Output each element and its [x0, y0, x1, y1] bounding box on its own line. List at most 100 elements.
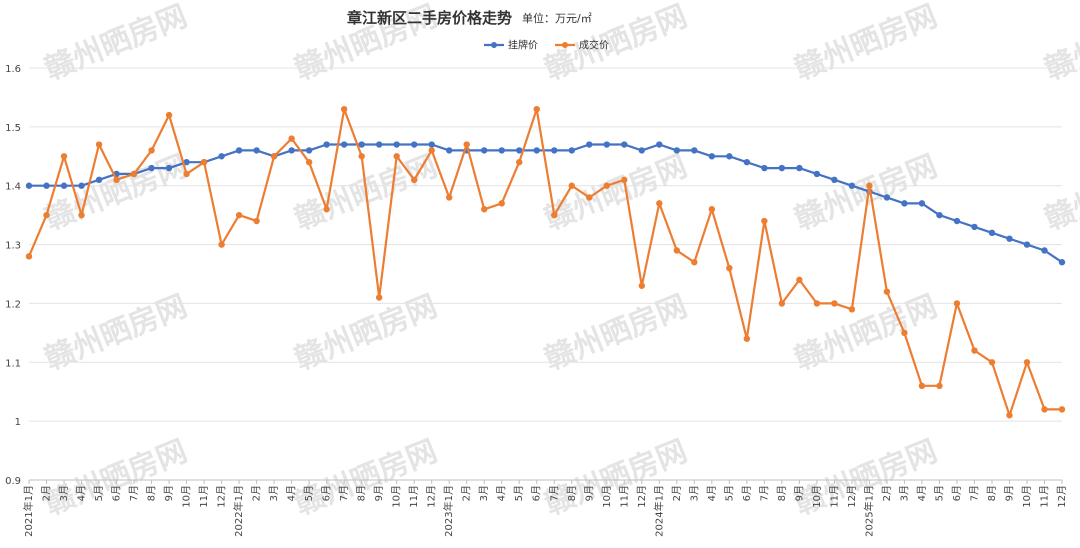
- data-point[interactable]: [393, 153, 400, 160]
- data-point[interactable]: [691, 147, 698, 154]
- data-point[interactable]: [761, 164, 768, 172]
- data-point[interactable]: [708, 206, 716, 213]
- data-point[interactable]: [1023, 241, 1031, 248]
- data-point[interactable]: [1058, 406, 1066, 413]
- data-point[interactable]: [533, 147, 540, 154]
- data-point[interactable]: [778, 164, 786, 172]
- data-point[interactable]: [446, 194, 453, 201]
- data-point[interactable]: [656, 200, 663, 207]
- data-point[interactable]: [551, 147, 558, 154]
- data-point[interactable]: [410, 141, 418, 148]
- data-point[interactable]: [288, 147, 295, 154]
- data-point[interactable]: [691, 259, 698, 266]
- data-point[interactable]: [516, 147, 523, 154]
- data-point[interactable]: [78, 211, 85, 219]
- data-point[interactable]: [866, 182, 873, 189]
- data-point[interactable]: [43, 182, 50, 189]
- data-point[interactable]: [796, 164, 803, 172]
- data-point[interactable]: [603, 182, 610, 189]
- data-point[interactable]: [883, 194, 891, 201]
- data-point[interactable]: [988, 359, 996, 366]
- data-point[interactable]: [971, 223, 978, 231]
- data-point[interactable]: [586, 194, 593, 201]
- data-point[interactable]: [323, 141, 330, 148]
- data-point[interactable]: [848, 306, 856, 313]
- data-point[interactable]: [323, 206, 330, 213]
- data-point[interactable]: [516, 158, 523, 166]
- data-point[interactable]: [410, 176, 418, 184]
- data-point[interactable]: [446, 147, 453, 154]
- data-point[interactable]: [95, 176, 103, 184]
- data-point[interactable]: [971, 347, 978, 354]
- data-point[interactable]: [796, 276, 803, 284]
- data-point[interactable]: [481, 206, 488, 213]
- data-point[interactable]: [883, 288, 891, 295]
- data-point[interactable]: [936, 382, 943, 390]
- legend-item[interactable]: 挂牌价: [484, 39, 538, 52]
- data-point[interactable]: [953, 300, 961, 307]
- data-point[interactable]: [533, 106, 540, 113]
- data-point[interactable]: [95, 141, 103, 148]
- legend-item[interactable]: 成交价: [555, 39, 609, 52]
- data-point[interactable]: [218, 241, 225, 248]
- data-point[interactable]: [428, 147, 435, 154]
- legend[interactable]: 挂牌价 成交价: [484, 39, 609, 52]
- data-point[interactable]: [375, 141, 383, 148]
- data-point[interactable]: [656, 141, 663, 148]
- data-point[interactable]: [1023, 359, 1031, 366]
- data-point[interactable]: [148, 147, 155, 154]
- data-point[interactable]: [340, 106, 348, 113]
- data-point[interactable]: [1006, 235, 1013, 242]
- data-point[interactable]: [481, 147, 488, 154]
- data-point[interactable]: [183, 158, 190, 166]
- data-point[interactable]: [235, 211, 243, 219]
- data-point[interactable]: [726, 153, 733, 160]
- data-point[interactable]: [621, 176, 628, 184]
- data-point[interactable]: [831, 300, 838, 307]
- data-point[interactable]: [130, 170, 138, 178]
- data-point[interactable]: [113, 176, 120, 184]
- data-point[interactable]: [1058, 259, 1066, 266]
- data-point[interactable]: [393, 141, 400, 148]
- data-point[interactable]: [638, 282, 645, 289]
- data-point[interactable]: [901, 200, 908, 207]
- data-point[interactable]: [165, 111, 173, 119]
- data-point[interactable]: [918, 200, 926, 207]
- data-point[interactable]: [200, 158, 208, 166]
- data-point[interactable]: [358, 153, 365, 160]
- data-point[interactable]: [235, 147, 243, 154]
- data-point[interactable]: [936, 211, 943, 219]
- data-point[interactable]: [988, 229, 996, 236]
- data-point[interactable]: [831, 176, 838, 184]
- data-point[interactable]: [498, 200, 505, 207]
- data-point[interactable]: [25, 182, 33, 189]
- data-point[interactable]: [813, 170, 821, 178]
- data-point[interactable]: [305, 158, 313, 166]
- data-point[interactable]: [778, 300, 786, 307]
- data-point[interactable]: [813, 300, 821, 307]
- data-point[interactable]: [743, 335, 751, 342]
- data-point[interactable]: [621, 141, 628, 148]
- data-point[interactable]: [78, 182, 85, 189]
- data-point[interactable]: [603, 141, 610, 148]
- data-point[interactable]: [761, 217, 768, 225]
- data-point[interactable]: [428, 141, 435, 148]
- data-point[interactable]: [848, 182, 856, 189]
- data-point[interactable]: [953, 217, 961, 225]
- data-point[interactable]: [148, 164, 155, 172]
- data-point[interactable]: [305, 147, 313, 154]
- data-point[interactable]: [358, 141, 365, 148]
- data-point[interactable]: [638, 147, 645, 154]
- data-point[interactable]: [375, 294, 383, 301]
- data-point[interactable]: [60, 182, 68, 189]
- data-point[interactable]: [708, 153, 716, 160]
- data-point[interactable]: [25, 253, 33, 260]
- data-point[interactable]: [1041, 406, 1048, 413]
- data-point[interactable]: [1006, 412, 1013, 419]
- data-point[interactable]: [340, 141, 348, 148]
- data-point[interactable]: [568, 182, 575, 189]
- data-point[interactable]: [586, 141, 593, 148]
- data-point[interactable]: [918, 382, 926, 390]
- data-point[interactable]: [726, 264, 733, 272]
- data-point[interactable]: [568, 147, 575, 154]
